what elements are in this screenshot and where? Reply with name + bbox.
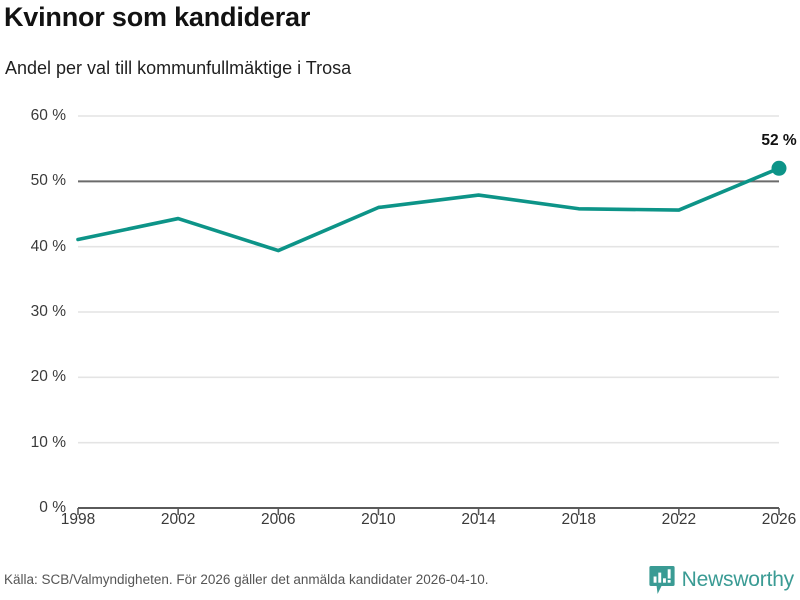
chart-subtitle: Andel per val till kommunfullmäktige i T… bbox=[5, 58, 352, 78]
x-axis-tick-label: 2018 bbox=[561, 511, 596, 528]
x-axis-tick-label: 2014 bbox=[461, 511, 496, 528]
page-title: Kvinnor som kandiderar bbox=[4, 2, 311, 32]
x-axis-tick-label: 2026 bbox=[761, 511, 797, 528]
x-axis-tick-label: 2022 bbox=[661, 511, 697, 528]
x-axis-tick-label: 2006 bbox=[261, 511, 296, 528]
y-axis-tick-label: 40 % bbox=[30, 237, 66, 255]
chart-footer: Källa: SCB/Valmyndigheten. För 2026 gäll… bbox=[0, 560, 800, 600]
chart-plot-area: 0 % 10 % 20 % 30 % 40 % 50 % 60 % 1998 2002 2006… bbox=[0, 100, 800, 555]
x-axis-tick-label: 2002 bbox=[160, 511, 196, 528]
newsworthy-logo: Newsworthy bbox=[649, 564, 794, 596]
data-point-marker-2026 bbox=[771, 160, 787, 176]
brand-wordmark: Newsworthy bbox=[681, 568, 795, 591]
data-label-2026: 52 % bbox=[761, 132, 797, 150]
line-chart-svg bbox=[76, 115, 787, 515]
x-axis-tick-label: 1998 bbox=[60, 511, 96, 528]
x-axis-tick-label: 2010 bbox=[361, 511, 396, 528]
bar-chart-speech-bubble-icon bbox=[649, 566, 675, 594]
y-axis-tick-label: 20 % bbox=[30, 368, 66, 386]
data-line-series-1 bbox=[76, 166, 781, 253]
y-axis-tick-label: 50 % bbox=[30, 172, 66, 190]
source-note: Källa: SCB/Valmyndigheten. För 2026 gäll… bbox=[4, 572, 489, 587]
gridlines bbox=[78, 115, 779, 509]
y-axis-tick-label: 60 % bbox=[30, 107, 66, 124]
y-axis-tick-label: 30 % bbox=[30, 303, 66, 320]
y-axis-tick-label: 0 % bbox=[39, 499, 66, 516]
x-axis-ticks bbox=[77, 508, 780, 515]
y-axis-tick-label: 10 % bbox=[30, 433, 66, 451]
